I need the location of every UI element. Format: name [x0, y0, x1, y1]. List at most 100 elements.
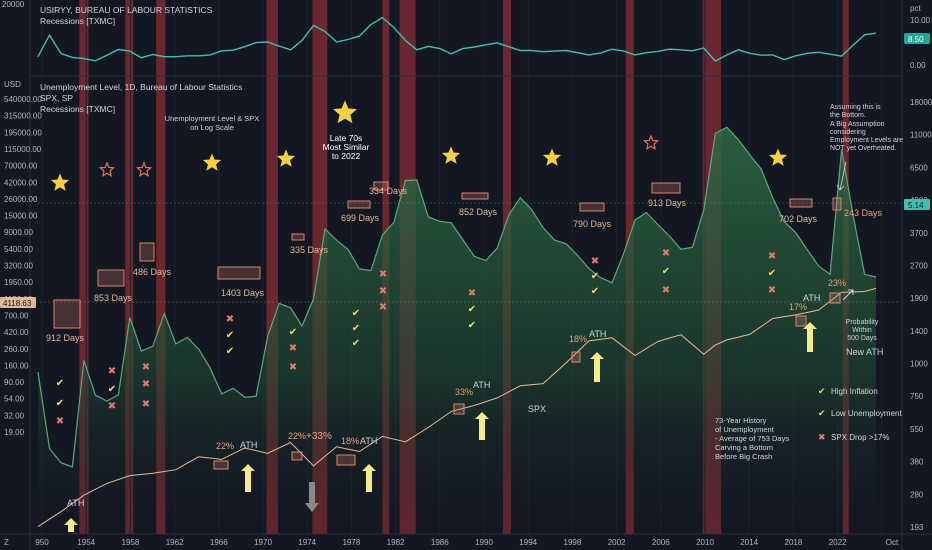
duration-label: 1403 Days: [221, 288, 265, 298]
bottom-box: [579, 202, 605, 212]
annotation-marks: ✔ ✔ ✖ ✖ ✔ ✖ ✖ ✖ ✖ ✖ ✔ ✔ ✔ ✖ ✖ ✔ ✔ ✔ ✖ ✖ ✖ ✖ ✔ ✔ ✖ ✔ ✔ ✖ ✔ ✖ ✖ ✔ ✖: [50, 100, 854, 532]
check-icon: ✔: [108, 384, 116, 395]
cross-icon: ✖: [142, 362, 150, 373]
check-icon: ✔: [226, 330, 234, 341]
check-icon: ✔: [591, 271, 599, 282]
left-tick-label: 420.00: [4, 328, 29, 337]
main-pane-title: Unemployment Level, 1D, Bureau of Labour…: [40, 82, 242, 92]
legend: ✔ High Inflation ✔ Low Unemployment ✖ SP…: [818, 386, 902, 442]
duration-label: 334 Days: [369, 186, 408, 196]
note-line: 73-Year History: [715, 416, 767, 425]
right-tick-label: 1400: [910, 327, 928, 336]
bottom-box: [217, 266, 261, 280]
note-line: Carving a Bottom: [715, 443, 773, 452]
bottom-box: [373, 181, 389, 191]
x-tick-label: 2014: [740, 538, 758, 547]
top-tick-10: 10.00: [910, 16, 931, 25]
check-icon: ✔: [768, 268, 776, 279]
left-tick-label: 70000.00: [4, 162, 38, 171]
duration-label: 699 Days: [341, 213, 380, 223]
star-outline-icon: [135, 161, 153, 177]
top-tick-0: 0.00: [910, 61, 926, 70]
star-outline-icon: [98, 161, 116, 177]
check-icon: ✔: [352, 308, 360, 319]
note-line: Within: [852, 327, 872, 334]
note-line: Assuming this is: [830, 104, 881, 111]
duration-label: 790 Days: [573, 219, 612, 229]
trend-arrow-icon: [842, 289, 854, 301]
x-axis-ticks: 950 1954 1958 1962 1966 1970 1974 1978 1982 1986 1…: [35, 538, 899, 547]
main-pane-recession-title: Recessions [TXMC]: [40, 104, 115, 114]
cross-icon: ✖: [226, 314, 234, 325]
cross-icon: ✖: [108, 401, 116, 412]
ath-label: ATH: [67, 498, 84, 508]
drop-label: 22%: [216, 441, 234, 451]
check-icon: ✔: [468, 320, 476, 331]
star-icon: [202, 153, 222, 171]
x-tick-label: 2002: [608, 538, 626, 547]
cross-icon: ✖: [379, 302, 387, 313]
right-tick-label: 193: [910, 523, 924, 532]
corner-label: Z: [4, 538, 9, 547]
right-tick-label: 550: [910, 425, 924, 434]
bottom-box: [829, 292, 841, 304]
bottom-box: [571, 351, 581, 363]
top-pane-title: USIRYY, BUREAU OF LABOUR STATISTICS: [40, 5, 213, 15]
cross-icon: ✖: [379, 269, 387, 280]
history-note: 73-Year History of Unemployment - Averag…: [715, 416, 789, 461]
note-line: Most Similar: [323, 142, 370, 152]
unemployment-line: [37, 126, 877, 468]
new-ath-label: New ATH: [846, 347, 883, 357]
top-left-label: 20000: [2, 0, 25, 9]
duration-label: 912 Days: [46, 333, 85, 343]
star-icon: [276, 149, 296, 167]
note-line: considering: [830, 129, 866, 136]
right-tick-label: 6500: [910, 163, 928, 172]
check-icon: ✔: [591, 286, 599, 297]
late70s-note: Late 70s Most Similar to 2022: [323, 133, 370, 161]
top-pane-subtitle: Recessions [TXMC]: [40, 16, 115, 26]
spx-series-label: SPX: [528, 404, 546, 414]
spx-price-badge-text: 4118.63: [3, 299, 32, 308]
left-tick-label: 90.00: [4, 378, 25, 387]
note-line: Probability: [846, 319, 879, 326]
left-tick-label: 540000.00: [4, 95, 42, 104]
bottom-box: [795, 315, 807, 327]
duration-label: 486 Days: [133, 267, 172, 277]
drop-label: 22%: [288, 431, 306, 441]
right-tick-label: 380: [910, 458, 924, 467]
ath-label: ATH: [589, 329, 606, 339]
x-tick-label: 1974: [298, 538, 316, 547]
left-tick-label: 5400.00: [4, 245, 33, 254]
bottom-box: [453, 403, 465, 415]
left-tick-label: 15000.00: [4, 212, 38, 221]
unemployment-area: [37, 126, 902, 534]
duration-label: 702 Days: [779, 214, 818, 224]
bottom-box: [291, 233, 305, 241]
left-tick-label: 9000.00: [4, 228, 33, 237]
x-tick-label: 2010: [696, 538, 714, 547]
up-arrow-icon: [475, 412, 489, 440]
right-tick-label: 11000: [910, 131, 932, 140]
x-tick-label: Oct: [886, 538, 899, 547]
note-line: the Bottom.: [830, 112, 866, 119]
check-icon: ✔: [289, 327, 297, 338]
pointer-arrow-icon: [836, 161, 847, 191]
up-arrow-icon: [362, 464, 376, 492]
bottom-box: [789, 198, 813, 208]
bottom-box: [53, 299, 81, 329]
cross-icon: ✖: [768, 285, 776, 296]
up-arrow-icon: [241, 464, 255, 492]
bottom-box: [347, 200, 371, 209]
recession-band: [79, 0, 89, 534]
check-icon: ✔: [352, 338, 360, 349]
left-tick-label: 700.00: [4, 311, 29, 320]
ath-label: ATH: [473, 380, 490, 390]
right-tick-label: 3700: [910, 229, 928, 238]
x-tick-label: 1990: [475, 538, 493, 547]
left-tick-label: 19.00: [4, 428, 25, 437]
top-value-badge-text: 8.50: [908, 35, 924, 44]
unemp-value-badge-text: 5.14: [908, 201, 924, 210]
x-tick-label: 2006: [652, 538, 670, 547]
